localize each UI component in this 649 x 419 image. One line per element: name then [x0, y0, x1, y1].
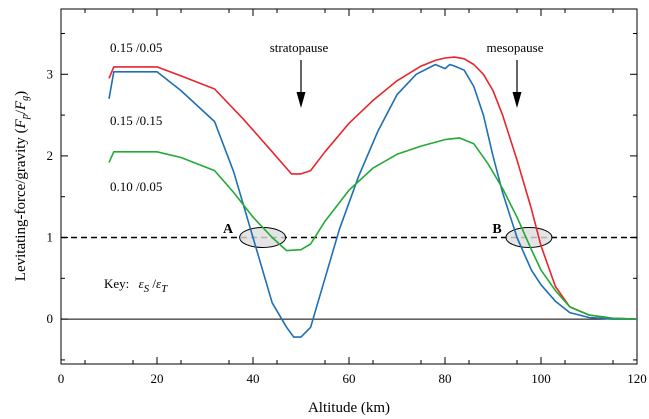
stratopause-arrow [296, 60, 306, 108]
x-tick-label: 80 [439, 371, 452, 386]
x-axis-label: Altitude (km) [308, 400, 390, 416]
y-tick-label: 3 [47, 66, 54, 81]
y-tick-label: 2 [47, 148, 54, 163]
y-tick-label: 0 [47, 311, 54, 326]
annotation-arrows [296, 60, 522, 108]
x-tick-label: 100 [531, 371, 551, 386]
mesopause-arrow [512, 60, 522, 108]
mesopause-label: mesopause [486, 40, 543, 55]
y-axis-label: Levitating-force/gravity (Fp/Fg) [13, 91, 31, 281]
series-line-1 [108, 63, 637, 338]
x-tick-label: 60 [343, 371, 356, 386]
series-label-0.15-0.15: 0.15 /0.15 [110, 113, 162, 128]
point-a-label: A [223, 222, 234, 237]
x-tick-label: 20 [151, 371, 164, 386]
x-tick-label: 0 [58, 371, 65, 386]
axis-ticks: 0 20 40 60 80 100 120 0 1 2 3 [47, 9, 647, 386]
series-line-2 [108, 137, 638, 320]
series-label-0.10-0.05: 0.10 /0.05 [110, 179, 162, 194]
reference-lines [61, 236, 637, 320]
stratopause-label: stratopause [270, 40, 329, 55]
point-b-label: B [492, 222, 501, 237]
series-lines [108, 56, 638, 338]
x-tick-label: 120 [627, 371, 647, 386]
x-tick-label: 40 [247, 371, 260, 386]
series-label-0.15-0.05: 0.15 /0.05 [110, 40, 162, 55]
ellipse-a [239, 227, 287, 249]
y-tick-label: 1 [47, 230, 54, 245]
series-line-0 [108, 56, 638, 320]
key-label: Key: εS /εT [104, 276, 168, 295]
